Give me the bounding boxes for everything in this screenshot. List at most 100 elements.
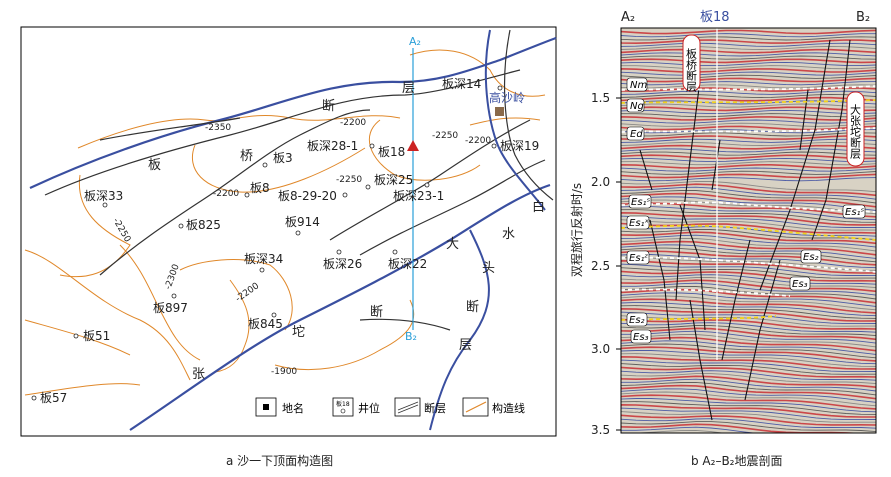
contour-legend-icon — [465, 401, 487, 413]
seismic-fault — [711, 139, 721, 191]
fault-char: 水 — [502, 227, 515, 242]
reflector-line — [621, 388, 876, 403]
reflector-line — [621, 55, 876, 60]
reflector-line — [621, 122, 876, 127]
reflector-line — [621, 327, 876, 341]
contour-line — [214, 279, 250, 373]
contour-line — [179, 259, 293, 331]
reflector-line — [621, 411, 876, 423]
well-label: 板8 — [250, 181, 270, 195]
y-tick-label: 1.5 — [591, 91, 610, 105]
horizon-label: Nm — [630, 80, 647, 91]
reflector-line — [621, 84, 876, 89]
well-label: 板51 — [83, 329, 110, 343]
well-point — [31, 395, 37, 401]
place-label: 高沙岭 — [489, 90, 525, 105]
reflector-line — [621, 138, 876, 143]
reflector-line — [621, 305, 876, 319]
reflector-line — [621, 270, 876, 282]
reflector-line — [621, 119, 876, 124]
reflector-line — [621, 421, 876, 433]
fault-name-label: 板桥断层 — [685, 47, 698, 93]
reflector-line — [621, 307, 876, 322]
horizon-pick — [621, 256, 876, 273]
reflector-line — [621, 186, 876, 200]
reflector-line — [621, 148, 876, 153]
reflector-line — [621, 132, 876, 137]
reflector-line — [621, 115, 876, 121]
horizon-pick — [621, 201, 876, 213]
contour-label: -2350 — [205, 123, 231, 133]
fault-line — [99, 109, 371, 276]
reflector-line — [621, 96, 876, 102]
profile-end-label: B₂ — [405, 330, 417, 343]
fault-name-label: 大张坨断层 — [849, 103, 862, 160]
reflector-line — [621, 259, 876, 274]
reflector-line — [621, 414, 876, 426]
reflector-line — [621, 263, 876, 276]
reflector-line — [621, 154, 876, 160]
well-point — [491, 143, 497, 149]
reflector-line — [621, 74, 876, 79]
reflector-line — [621, 346, 876, 362]
horizon-label: Es₃ — [633, 332, 649, 343]
reflector-line — [621, 163, 876, 169]
well-point — [271, 312, 277, 318]
contour-line — [59, 174, 131, 278]
horizon-pick — [621, 288, 791, 297]
reflector-line — [621, 238, 876, 252]
horizon-pick — [621, 224, 876, 241]
contour-line — [24, 383, 141, 396]
well-label: 板845 — [248, 317, 283, 331]
contour-line — [119, 244, 201, 361]
reflector-line — [621, 42, 876, 47]
well-point — [497, 85, 503, 91]
reflector-line — [621, 277, 876, 289]
well-points — [31, 85, 503, 401]
seismic-fault — [799, 89, 809, 151]
baishuitou-fault — [484, 29, 546, 211]
reflector-line — [621, 398, 876, 413]
reflector-line — [621, 359, 876, 373]
reflector-line — [621, 363, 876, 375]
fault-line — [359, 159, 546, 256]
reflector-line — [621, 151, 876, 156]
reflector-line — [621, 394, 876, 410]
reflector-line — [621, 426, 758, 433]
reflector-line — [621, 65, 876, 70]
well-legend-icon — [340, 408, 346, 414]
y-axis: 1.5 2.0 2.5 3.0 3.5 — [591, 91, 621, 437]
well-label: 板深22 — [388, 257, 427, 271]
fault-line — [503, 29, 554, 201]
reflector-line — [621, 157, 876, 163]
well-point — [369, 143, 375, 149]
reflector-line — [621, 292, 876, 307]
well-label: 板897 — [153, 301, 188, 315]
horizon-labels: Nm Ng Ed Es₁ˢ Es₁ˣ Es₁ᶻ Es₂ Es₃ Es₂ Es₃ … — [626, 77, 866, 344]
horizon-label: Es₁ᶻ — [629, 253, 649, 264]
reflector-line — [621, 29, 876, 35]
fault-name-dazhangtuo: 大张坨断层 — [846, 91, 865, 167]
dazhangtuo-fault — [129, 183, 551, 431]
fault-line — [44, 69, 521, 196]
fault-char: 层 — [402, 81, 415, 96]
well-point — [342, 192, 348, 198]
reflector-line — [621, 407, 876, 421]
reflector-line — [621, 45, 876, 51]
well-point — [171, 293, 177, 299]
reflector-line — [621, 429, 726, 433]
horizon-label: Ed — [630, 129, 643, 140]
contour-label: -2200 — [213, 189, 239, 199]
reflector-line — [621, 343, 876, 359]
well-label: 板18 — [378, 145, 405, 159]
reflector-line — [621, 286, 876, 300]
reflector-line — [621, 144, 876, 150]
reflector-line — [621, 109, 876, 115]
well-label: 板深28-1 — [307, 139, 358, 153]
fault-line — [359, 318, 451, 331]
well-name-label: 板18 — [700, 10, 730, 25]
fault-name-banqiao: 板桥断层 — [682, 34, 701, 93]
legend-label: 井位 — [358, 401, 380, 415]
well-point — [295, 230, 301, 236]
